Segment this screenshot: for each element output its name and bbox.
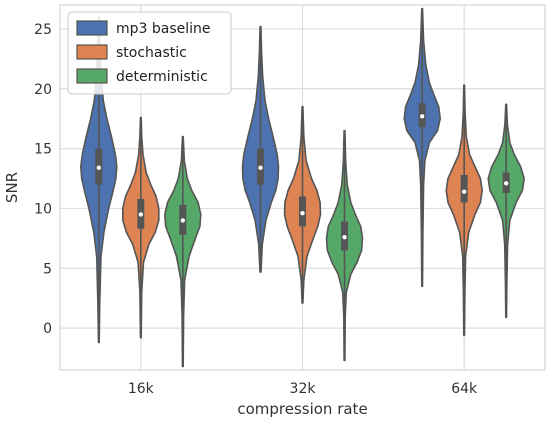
violin-mp3-baseline-32k xyxy=(241,25,280,273)
violin-median-marker xyxy=(461,189,467,194)
violin-stochastic-16k xyxy=(122,116,160,339)
violin-iqr-box xyxy=(460,174,468,203)
y-tick-label: 15 xyxy=(34,142,52,158)
y-axis-label: SNR xyxy=(3,172,21,203)
y-tick-label: 10 xyxy=(34,201,52,217)
violin-stochastic-32k xyxy=(283,105,322,304)
x-axis-label: compression rate xyxy=(237,400,367,418)
violin-median-marker xyxy=(300,211,305,216)
violin-deterministic-64k xyxy=(487,103,525,319)
violin-median-marker xyxy=(503,181,509,186)
x-tick-label: 32k xyxy=(290,381,317,397)
legend-swatch xyxy=(76,68,108,84)
violin-stochastic-64k xyxy=(445,84,483,337)
legend: mp3 baseline stochastic deterministic xyxy=(67,11,232,95)
violin-median-marker xyxy=(138,212,144,217)
violin-median-marker xyxy=(180,218,186,223)
violin-deterministic-32k xyxy=(325,129,364,362)
legend-swatch xyxy=(76,20,108,36)
violin-mp3-baseline-64k xyxy=(403,7,441,287)
legend-entry: mp3 baseline xyxy=(116,21,211,37)
y-tick-label: 25 xyxy=(34,22,52,38)
legend-entry: deterministic xyxy=(116,69,208,85)
legend-box xyxy=(67,11,232,95)
legend-entry: stochastic xyxy=(116,45,187,61)
violin-median-marker xyxy=(96,165,102,170)
x-tick-label: 16k xyxy=(128,381,155,397)
violin-median-marker xyxy=(419,114,425,119)
y-tick-label: 0 xyxy=(43,321,52,337)
violin-median-marker xyxy=(342,234,347,240)
legend-swatch xyxy=(76,44,108,60)
x-tick-labels: 16k 32k 64k xyxy=(128,381,478,397)
y-tick-label: 5 xyxy=(43,261,52,277)
violin-deterministic-16k xyxy=(164,135,202,368)
y-tick-label: 20 xyxy=(34,82,52,98)
x-tick-label: 64k xyxy=(451,381,478,397)
violin-median-marker xyxy=(258,165,263,170)
plot-frame xyxy=(59,4,546,371)
y-tick-labels: 0 5 10 15 20 25 xyxy=(34,22,52,337)
